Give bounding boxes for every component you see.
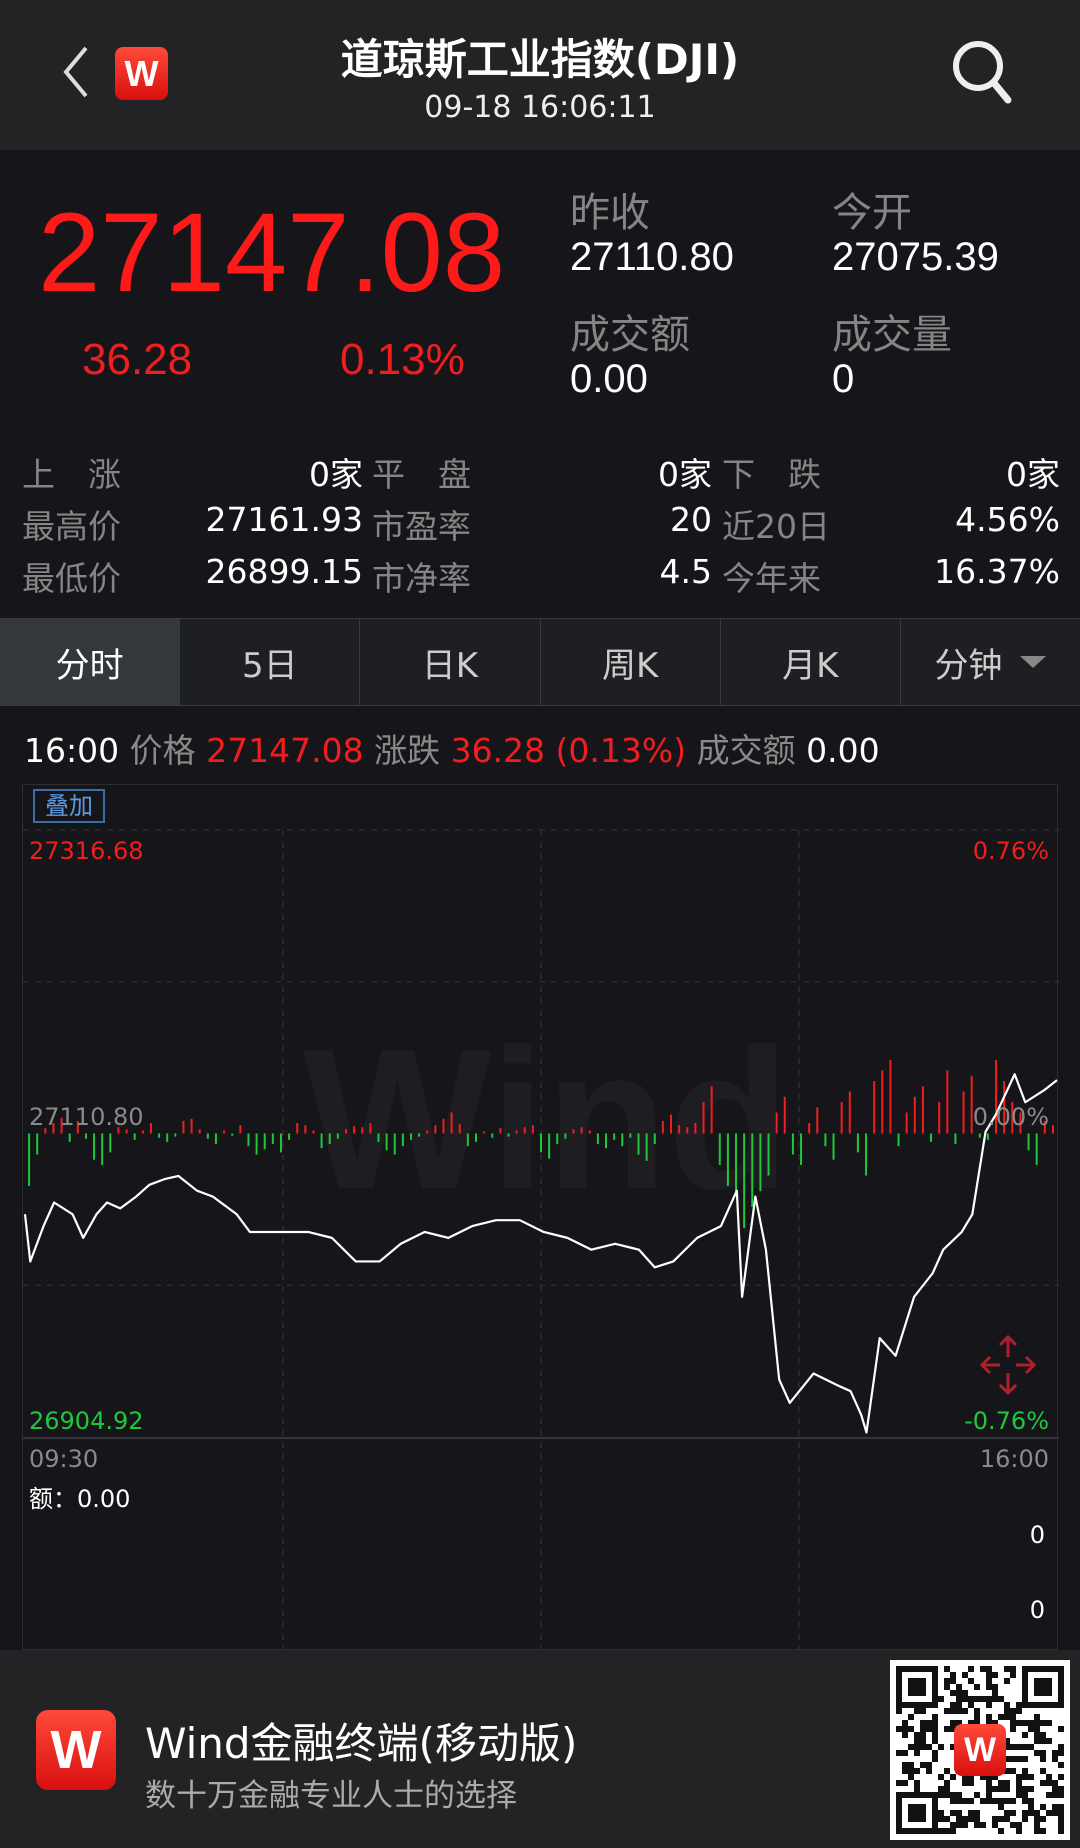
- chevron-left-icon: [63, 46, 88, 98]
- tab-minute[interactable]: 分钟: [901, 619, 1080, 705]
- qr-logo: W: [954, 1724, 1006, 1776]
- info-line: 16:00 价格 27147.08 涨跌 36.28 (0.13%) 成交额 0…: [24, 724, 880, 772]
- search-icon: [953, 41, 1012, 104]
- footer-banner[interactable]: W Wind金融终端(移动版) 数十万金融专业人士的选择 W: [0, 1650, 1080, 1848]
- back-button[interactable]: [58, 40, 98, 104]
- watermark: Wind: [303, 1008, 790, 1231]
- search-button[interactable]: [950, 38, 1014, 110]
- open-value: 27075.39: [832, 235, 999, 279]
- tab-minute-label: 分钟: [934, 645, 1003, 686]
- qr-code[interactable]: W: [890, 1660, 1070, 1840]
- price-change-pct: 0.13%: [340, 335, 465, 384]
- price-line: [23, 1073, 1058, 1434]
- update-time: 09-18 16:06:11: [424, 90, 656, 125]
- stat-value: 0家: [1006, 455, 1060, 494]
- pct-label-mid: 0.00%: [972, 1103, 1049, 1131]
- info-time: 16:00: [24, 731, 120, 770]
- pct-label-bottom: -0.76%: [964, 1407, 1049, 1435]
- turnover-label: 成交额: [570, 312, 690, 358]
- price-chart-svg: [23, 829, 1059, 1651]
- y-label-top: 27316.68: [29, 837, 144, 865]
- tab-5day[interactable]: 5日: [180, 619, 361, 705]
- intraday-chart[interactable]: Wind 叠加 27316.68 0.76% 27110.80 0.00% 26…: [22, 784, 1059, 1651]
- footer-subtitle: 数十万金融专业人士的选择: [145, 1778, 517, 1814]
- stat-label: 近20日: [722, 507, 830, 546]
- stat-label: 最低价: [22, 559, 121, 598]
- stat-label: 最高价: [22, 507, 121, 546]
- footer-wind-logo: W: [36, 1710, 116, 1790]
- current-price: 27147.08: [38, 190, 506, 315]
- chart-tabs: 分时 5日 日K 周K 月K 分钟: [0, 618, 1080, 706]
- turnover-value: 0.00: [570, 357, 648, 401]
- stat-value: 26899.15: [205, 552, 363, 591]
- open-label: 今开: [832, 190, 912, 236]
- volume-label: 成交量: [832, 312, 952, 358]
- stat-label: 上 涨: [22, 455, 121, 494]
- info-change-label: 涨跌: [374, 731, 441, 770]
- page-title: 道琼斯工业指数(DJI): [340, 35, 740, 84]
- move-arrows-icon[interactable]: [978, 1333, 1038, 1397]
- tab-weekly-k[interactable]: 周K: [541, 619, 721, 705]
- tab-intraday[interactable]: 分时: [0, 619, 181, 705]
- stat-value: 0家: [658, 455, 712, 494]
- stat-label: 平 盘: [372, 455, 471, 494]
- info-price: 27147.08: [206, 731, 364, 770]
- prev-close-value: 27110.80: [570, 235, 734, 279]
- tab-monthly-k[interactable]: 月K: [721, 619, 901, 705]
- stat-value: 4.56%: [955, 500, 1060, 539]
- stat-label: 市盈率: [372, 507, 471, 546]
- stat-value: 16.37%: [934, 552, 1060, 591]
- y-label-bottom: 26904.92: [29, 1407, 144, 1435]
- stat-value: 4.5: [659, 552, 712, 591]
- y-label-mid: 27110.80: [29, 1103, 144, 1131]
- price-change: 36.28: [82, 335, 193, 384]
- x-label-start: 09:30: [29, 1445, 99, 1473]
- prev-close-label: 昨收: [570, 190, 650, 236]
- info-change: 36.28 (0.13%): [450, 731, 687, 770]
- volume-axis-bottom: 0: [1029, 1596, 1045, 1624]
- info-price-label: 价格: [129, 731, 196, 770]
- stat-label: 下 跌: [722, 455, 821, 494]
- caret-down-icon: [1020, 656, 1047, 668]
- info-turnover: 0.00: [806, 731, 880, 770]
- info-turnover-label: 成交额: [696, 731, 796, 770]
- top-bar: W 道琼斯工业指数(DJI) 09-18 16:06:11: [0, 0, 1080, 150]
- tab-daily-k[interactable]: 日K: [360, 619, 541, 705]
- pct-label-top: 0.76%: [972, 837, 1049, 865]
- volume-value: 0: [832, 357, 855, 401]
- stat-value: 27161.93: [205, 500, 363, 539]
- wind-logo[interactable]: W: [115, 47, 168, 100]
- footer-title: Wind金融终端(移动版): [145, 1719, 578, 1768]
- volume-axis-top: 0: [1029, 1521, 1045, 1549]
- stat-value: 0家: [309, 455, 363, 494]
- overlay-button[interactable]: 叠加: [33, 789, 105, 823]
- stat-label: 今年来: [722, 559, 821, 598]
- stat-value: 20: [670, 500, 712, 539]
- x-label-end: 16:00: [979, 1445, 1049, 1473]
- volume-info: 额：0.00: [29, 1485, 131, 1513]
- stat-label: 市净率: [372, 559, 471, 598]
